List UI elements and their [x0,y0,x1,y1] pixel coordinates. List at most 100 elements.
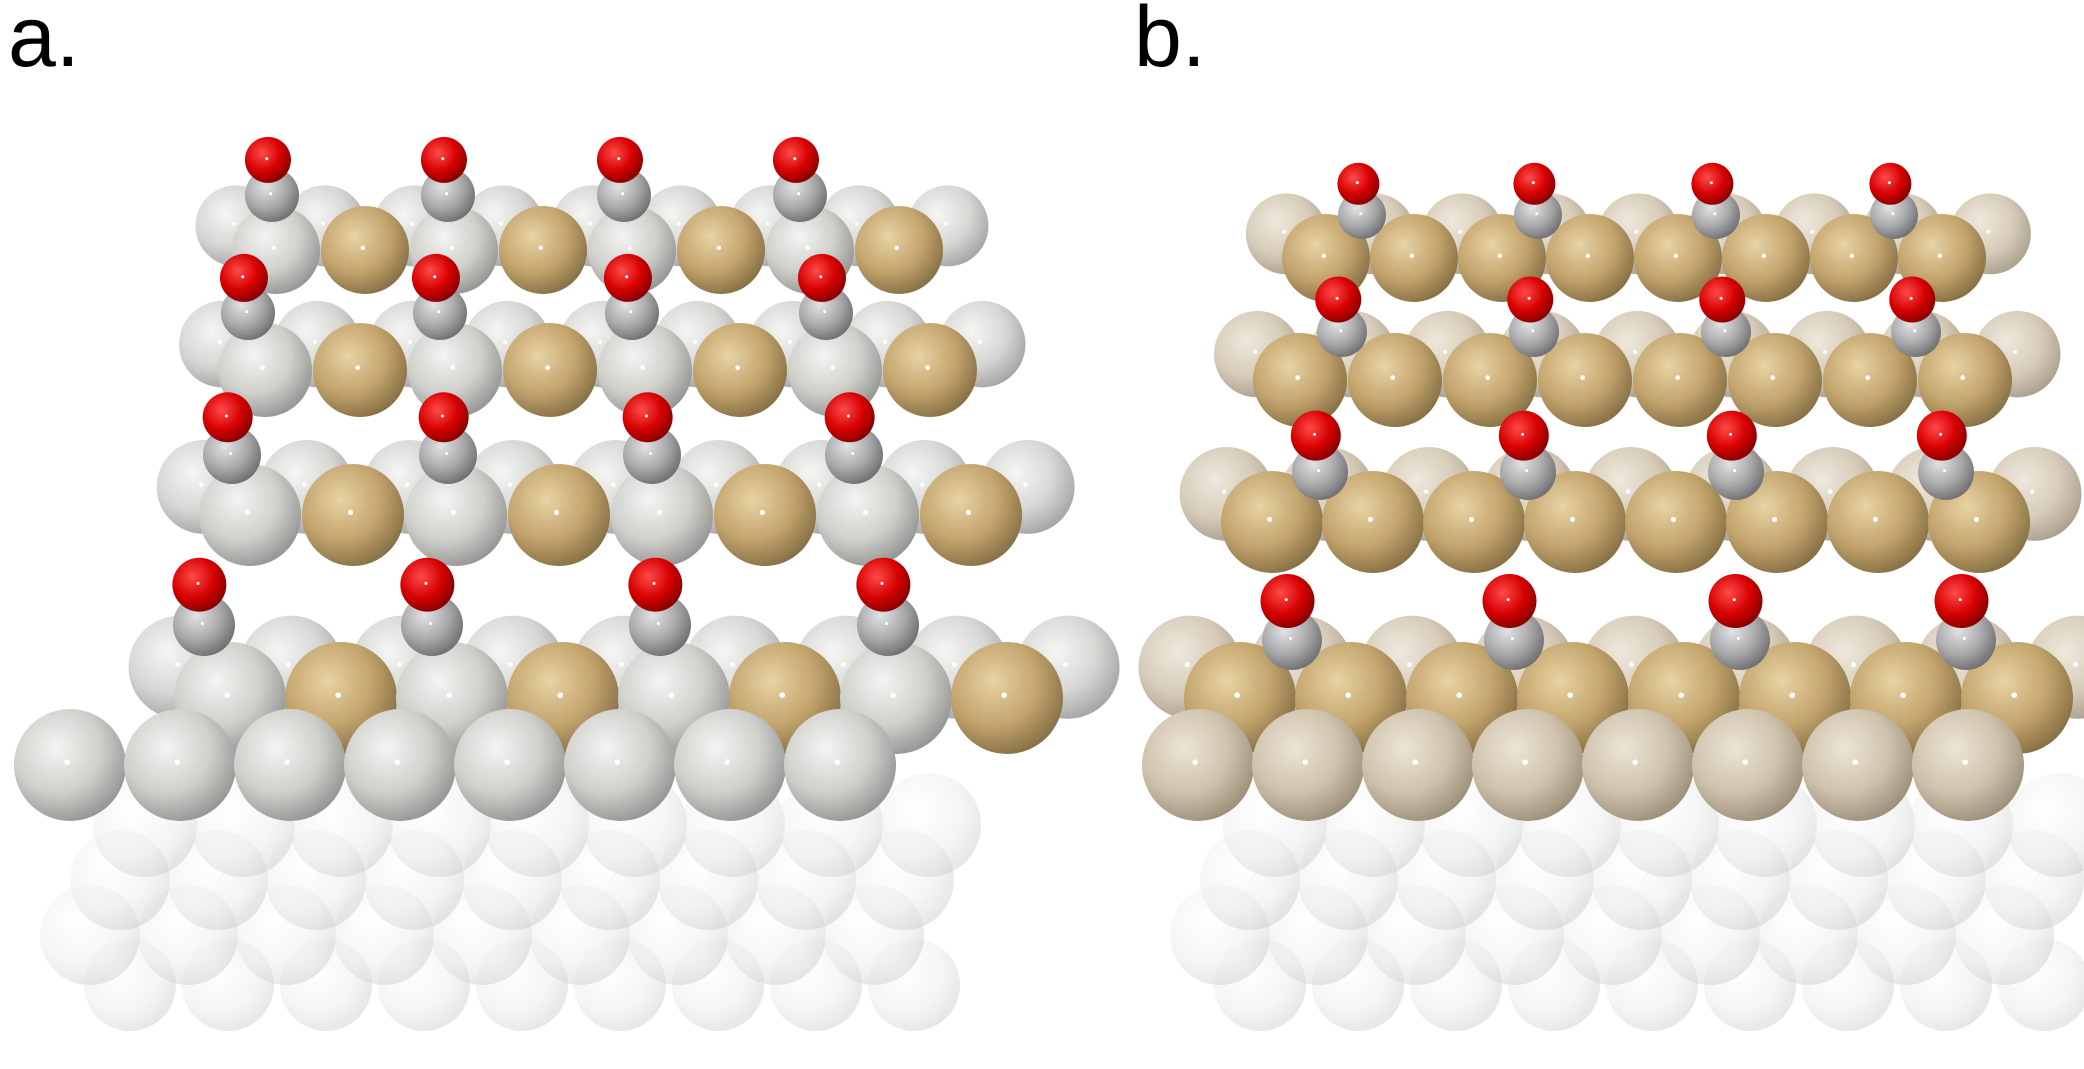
highlight [1521,432,1525,436]
highlight [1770,375,1775,380]
oxygen-atom [1916,410,1967,461]
highlight [312,339,318,345]
highlight [801,875,806,880]
highlight [223,980,228,985]
highlight [965,509,971,515]
host-atom [405,464,507,566]
highlight [629,310,633,314]
oxygen-atom [824,392,875,443]
host-atom [1252,709,1364,821]
highlight [284,759,291,765]
highlight [1184,662,1191,668]
highlight [445,192,449,196]
highlight [1497,253,1503,258]
highlight [1759,819,1765,826]
highlight [779,692,785,698]
highlight [1955,819,1961,826]
highlight [1865,375,1870,380]
highlight [271,245,276,250]
highlight [1569,516,1575,522]
highlight [880,581,884,585]
highlight [450,509,457,515]
highlight [174,759,180,765]
highlight [1367,819,1373,826]
highlight [396,662,403,668]
carbon-atom [245,168,299,222]
dopant-atom [1634,214,1722,302]
highlight [811,980,816,985]
carbon-atom [825,426,883,484]
highlight [1535,212,1539,216]
highlight [285,662,292,668]
highlight [538,245,543,250]
dopant-atom [1322,471,1424,573]
highlight [869,930,874,935]
highlight [724,759,730,765]
dopant-atom [313,323,407,417]
highlight [1909,296,1913,300]
highlight [1355,181,1359,185]
panel-label-b: b. [1134,0,1206,85]
highlight [1803,930,1808,935]
highlight [1335,296,1339,300]
highlight [217,339,223,345]
highlight [805,245,810,250]
dopant-atom [1546,214,1634,302]
highlight [450,365,455,370]
highlight [629,819,636,826]
highlight [1771,516,1777,522]
oxygen-atom [603,253,652,302]
oxygen-atom [400,557,455,612]
highlight [407,339,413,345]
highlight [617,157,621,161]
oxygen-atom [596,136,643,183]
highlight [943,221,948,226]
highlight [445,452,449,456]
highlight [1678,692,1684,698]
dopant-atom [1348,333,1442,427]
highlight [1313,930,1318,935]
highlight [321,980,327,985]
highlight [1634,229,1639,234]
oxygen-atom [1699,276,1746,323]
highlight [884,621,888,625]
highlight [894,245,899,250]
dopant-atom [693,323,787,417]
highlight [1423,489,1429,494]
highlight [882,339,888,345]
dopant-atom [1823,333,1917,427]
highlight [1827,489,1833,494]
highlight [862,509,868,515]
highlight [1465,819,1471,826]
dopant-atom [503,323,597,417]
oxygen-atom [418,392,469,443]
highlight [1585,253,1591,258]
oxygen-atom [1507,276,1554,323]
oxygen-atom [1889,276,1936,323]
highlight [1282,229,1287,234]
highlight [919,482,925,487]
highlight [854,221,859,226]
dopant-atom [714,464,816,566]
highlight [200,621,204,625]
dopant-atom [1538,333,1632,427]
highlight [1958,598,1962,602]
highlight [1745,980,1750,985]
highlight [787,339,793,345]
highlight [797,192,801,196]
dopant-atom [1370,214,1458,302]
highlight [640,365,646,370]
oxygen-atom [1708,574,1763,628]
panel-label-a: a. [8,0,80,85]
highlight [213,875,218,880]
highlight [1900,692,1906,698]
highlight [1255,980,1260,985]
highlight [899,875,904,880]
highlight [115,875,120,880]
carbon-atom [623,426,681,484]
highlight [1789,692,1795,698]
highlight [977,339,983,345]
highlight [64,759,70,765]
highlight [1580,375,1585,380]
